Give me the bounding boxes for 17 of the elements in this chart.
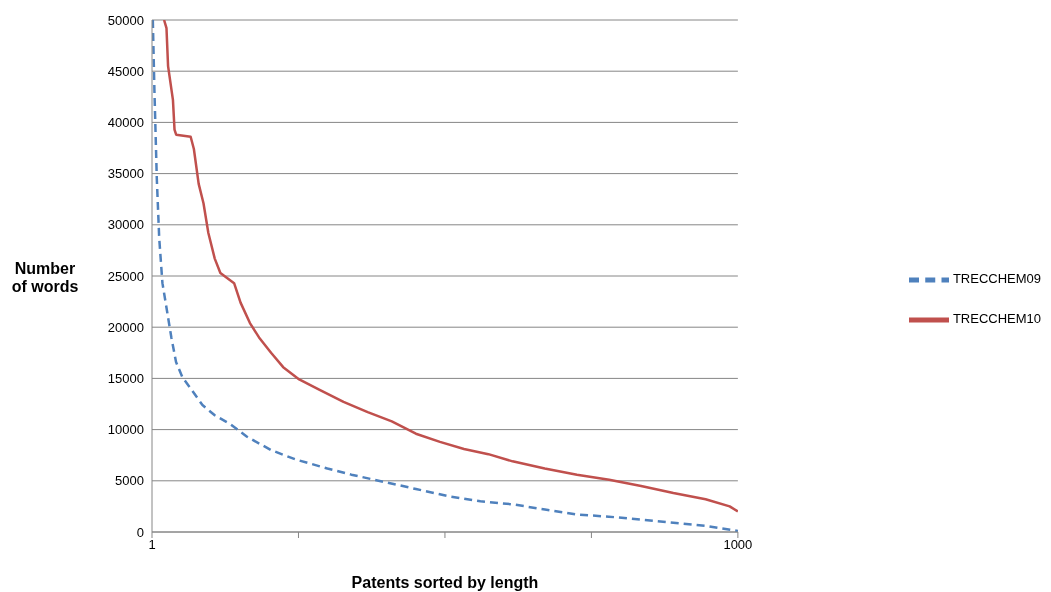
legend-label: TRECCHEM10 [952,311,1041,327]
legend-label: TRECCHEM09 [952,271,1041,287]
x-tick-label: 1000 [723,537,753,553]
y-tick-label: 5000 [115,473,144,489]
y-tick-label: 40000 [107,115,144,131]
y-tick-label: 10000 [107,422,144,438]
y-tick-label: 30000 [107,217,144,233]
y-tick-label: 0 [136,524,144,540]
y-tick-label: 20000 [107,319,144,335]
y-axis-title: Number of words [10,260,80,296]
y-tick-label: 25000 [107,268,144,284]
y-tick-label: 45000 [107,63,144,79]
x-axis-title: Patents sorted by length [351,574,539,591]
y-tick-label: 50000 [107,12,144,28]
y-tick-label: 15000 [107,371,144,387]
y-tick-label: 35000 [107,166,144,182]
x-tick-label: 1 [148,537,156,553]
